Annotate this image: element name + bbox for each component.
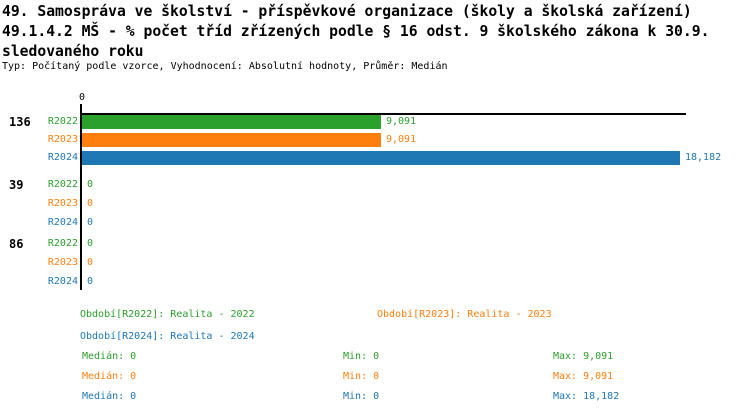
title-line-1: 49. Samospráva ve školství - příspěvkové… (2, 3, 692, 20)
bar-value-label: 0 (87, 179, 94, 190)
stat-median: Medián: 0 (82, 351, 137, 362)
series-row-label: R2024 (47, 276, 78, 287)
series-row-label: R2024 (47, 217, 78, 228)
stat-max: Max: 9,091 (553, 351, 614, 362)
bar-value-label: 9,091 (386, 134, 417, 145)
stat-max: Max: 18,182 (553, 391, 620, 402)
stat-min: Min: 0 (343, 351, 380, 362)
bar-value-label: 0 (87, 198, 94, 209)
bar-value-label: 9,091 (386, 116, 417, 127)
series-row-label: R2023 (47, 134, 78, 145)
bar-value-label: 18,182 (685, 152, 722, 163)
bar-r2023 (82, 133, 381, 147)
series-row-label: R2024 (47, 152, 78, 163)
legend-item: Období[R2023]: Realita - 2023 (377, 309, 552, 320)
group-label: 86 (9, 237, 24, 251)
legend-item: Období[R2024]: Realita - 2024 (80, 331, 255, 342)
series-row-label: R2022 (47, 116, 78, 127)
title-line-3: sledovaného roku (2, 43, 144, 60)
stat-min: Min: 0 (343, 391, 380, 402)
stat-median: Medián: 0 (82, 371, 137, 382)
chart-title: 49. Samospráva ve školství - příspěvkové… (2, 2, 709, 62)
group-label: 136 (9, 115, 31, 129)
y-axis-line (80, 104, 82, 290)
series-row-label: R2022 (47, 238, 78, 249)
title-line-2: 49.1.4.2 MŠ - % počet tříd zřízených pod… (2, 23, 710, 40)
legend-item: Období[R2022]: Realita - 2022 (80, 309, 255, 320)
series-row-label: R2023 (47, 257, 78, 268)
group-label: 39 (9, 178, 24, 192)
chart-meta-info: Typ: Počítaný podle vzorce, Vyhodnocení:… (2, 61, 448, 72)
stat-max: Max: 9,091 (553, 371, 614, 382)
x-axis-zero-tick-label: 0 (78, 92, 86, 103)
bar-value-label: 0 (87, 238, 94, 249)
bar-r2022 (82, 115, 381, 129)
series-row-label: R2022 (47, 179, 78, 190)
bar-value-label: 0 (87, 257, 94, 268)
bar-value-label: 0 (87, 276, 94, 287)
bar-value-label: 0 (87, 217, 94, 228)
bar-r2024 (82, 151, 680, 165)
stat-min: Min: 0 (343, 371, 380, 382)
x-axis-line (80, 113, 686, 115)
stat-median: Medián: 0 (82, 391, 137, 402)
series-row-label: R2023 (47, 198, 78, 209)
